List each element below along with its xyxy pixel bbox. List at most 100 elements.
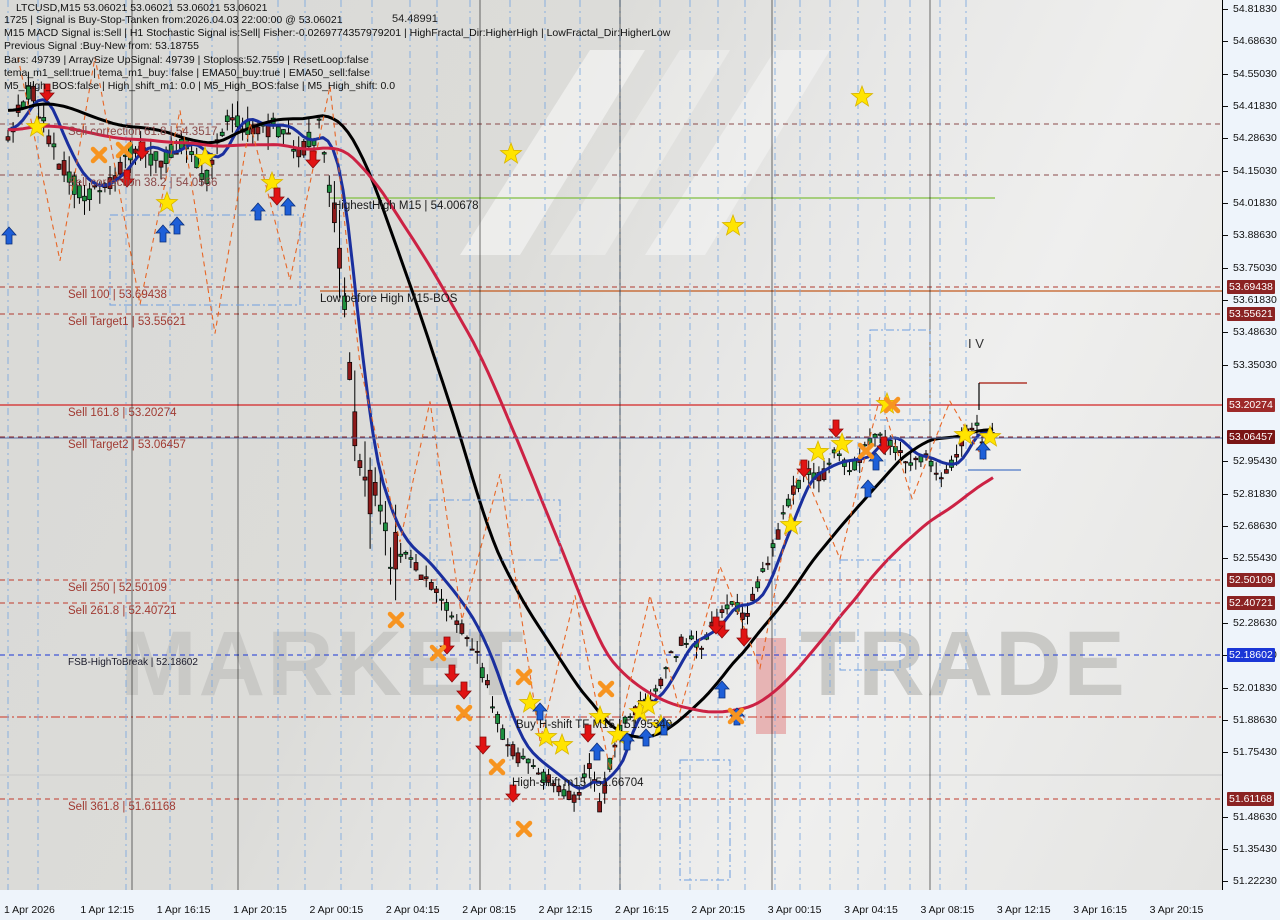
channel-box (109, 214, 301, 306)
watermark-right: TRADE (800, 613, 1127, 715)
price-tickmark (1223, 816, 1228, 818)
sell-arrow-icon (876, 436, 892, 455)
price-tickmark (1223, 9, 1228, 10)
price-tickmark (1223, 267, 1228, 269)
time-tick-label: 3 Apr 12:15 (996, 904, 1051, 916)
candle-body (500, 728, 506, 740)
price-level-badge[interactable]: 53.06457 (1227, 430, 1275, 444)
sell-arrow-icon (580, 724, 596, 743)
price-tick-label: 54.55030 (1233, 67, 1277, 80)
candle-body (428, 582, 434, 590)
cross-icon (387, 611, 405, 629)
candle-body (56, 163, 62, 170)
candle-body (230, 117, 235, 121)
price-tick-label: 54.01830 (1233, 196, 1277, 209)
candle-body (872, 433, 878, 438)
candle-body (826, 462, 832, 465)
candle-body (765, 562, 771, 566)
sell-arrow-icon (505, 784, 521, 803)
time-axis[interactable]: 1 Apr 2026 1 Apr 12:15 1 Apr 16:15 1 Apr 20… (0, 890, 1280, 920)
candle-body (525, 758, 531, 764)
candle-body (877, 433, 883, 436)
price-tick-label: 53.88630 (1233, 229, 1277, 241)
buy-arrow-icon (638, 728, 654, 747)
candle-body (541, 771, 546, 783)
price-level-badge[interactable]: 52.50109 (1227, 573, 1275, 587)
price-tickmark (1223, 461, 1228, 462)
candle-body (82, 195, 87, 202)
price-level-badge[interactable]: 53.69438 (1227, 280, 1275, 294)
star-icon (953, 422, 977, 445)
candle-body (367, 469, 373, 515)
star-icon (779, 512, 803, 535)
sell-arrow-icon (796, 459, 812, 478)
star-icon (260, 170, 284, 193)
cross-icon (488, 758, 506, 776)
candle-body (724, 604, 730, 610)
candle-body (740, 612, 745, 620)
star-icon (499, 141, 523, 164)
candle-body (898, 450, 903, 454)
price-tick-label: 53.61830 (1233, 293, 1277, 306)
candle-body (219, 131, 225, 136)
buy-arrow-icon (280, 197, 296, 216)
price-tickmark (1223, 622, 1228, 624)
candle-body (377, 504, 383, 512)
candle-body (434, 588, 439, 593)
header-line-2: Previous Signal :Buy-New from: 53.18755 (4, 40, 199, 53)
star-icon (636, 692, 660, 715)
candle-body (745, 613, 750, 617)
candle-body (383, 522, 388, 532)
cross-icon (883, 396, 901, 414)
buy-arrow-icon (619, 732, 635, 751)
candle-body (281, 129, 286, 135)
candle-body (780, 512, 786, 515)
price-tick-label: 52.95430 (1233, 455, 1277, 467)
candle-body (413, 562, 419, 571)
candle-body (974, 422, 980, 426)
candle-body (847, 470, 852, 473)
star-icon (806, 439, 830, 462)
sell-arrow-icon (119, 169, 135, 188)
candle-body (469, 648, 475, 651)
price-level-badge[interactable]: 52.40721 (1227, 596, 1275, 610)
header-line-1: M15 MACD Signal is:Sell | H1 Stochastic … (4, 27, 671, 40)
fractal-zigzag (17, 56, 986, 771)
candle-body (92, 185, 98, 188)
candle-body (449, 615, 455, 618)
time-tick-label: 3 Apr 00:15 (767, 904, 822, 916)
candle-body (791, 485, 796, 495)
level-label: Buy H-shift TF M15 | 51.95340 (516, 719, 673, 731)
candle-body (903, 461, 908, 464)
star-icon (721, 213, 745, 236)
price-level-badge[interactable]: 51.61168 (1227, 792, 1275, 806)
channel-box (429, 499, 561, 561)
chart-plot-area[interactable]: MARKET TRADE Sell correction 61.8 | 54.3… (0, 0, 1223, 890)
candle-body (398, 553, 404, 557)
candle-body (474, 650, 480, 653)
price-level-badge[interactable]: 53.55621 (1227, 307, 1275, 321)
price-level-badge[interactable]: 52.18602 (1227, 648, 1275, 662)
time-tick-label: 3 Apr 20:15 (1149, 904, 1204, 916)
candle-body (459, 623, 465, 634)
price-tick-label: 54.28630 (1233, 132, 1277, 144)
price-tick-label: 52.01830 (1233, 681, 1277, 694)
candle-body (556, 785, 562, 793)
candle-body (495, 714, 500, 724)
buy-arrow-icon (860, 479, 876, 498)
price-level-badge[interactable]: 53.20274 (1227, 398, 1275, 412)
candle-body (464, 637, 470, 640)
price-tick-label: 53.35030 (1233, 358, 1277, 371)
candle-body (189, 151, 194, 156)
candle-body (255, 126, 261, 135)
level-label: Sell 100 | 53.69438 (68, 289, 167, 301)
time-tick-label: 2 Apr 16:15 (615, 904, 669, 916)
price-axis[interactable]: 54.81830 54.68630 54.55030 54.41830 54.28630… (1222, 0, 1280, 890)
candle-body (61, 160, 67, 176)
price-tickmark (1223, 719, 1228, 721)
level-label: Sell 250 | 52.50109 (68, 582, 167, 594)
candle-body (148, 153, 154, 166)
candle-body (551, 783, 557, 787)
channel-box (869, 329, 931, 421)
sell-arrow-icon (134, 141, 150, 160)
